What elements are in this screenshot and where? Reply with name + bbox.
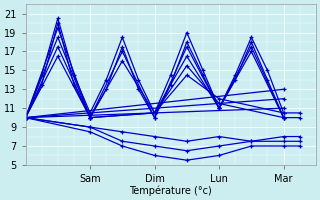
X-axis label: Température (°c): Température (°c) bbox=[129, 185, 212, 196]
